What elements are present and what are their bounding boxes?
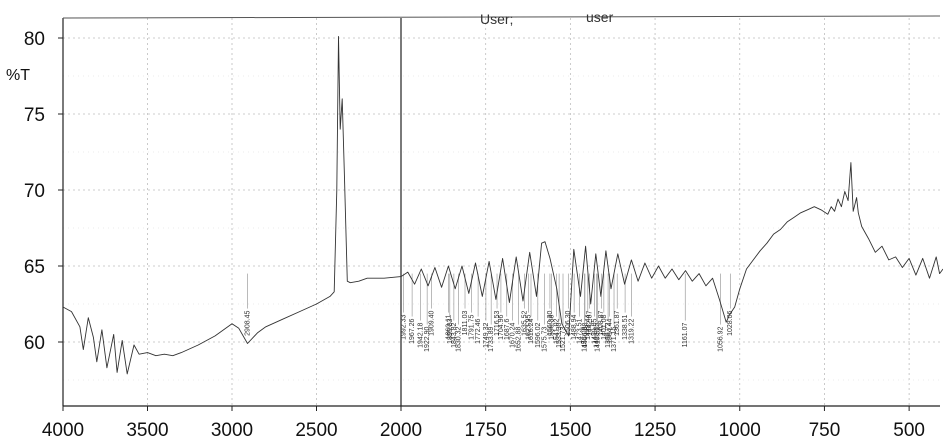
peak-label: 1623.95 bbox=[525, 314, 532, 339]
peak-label: 1456.98 bbox=[582, 322, 589, 347]
peak-label: 1687.6 bbox=[504, 318, 511, 340]
peak-label: 2908.45 bbox=[244, 310, 251, 335]
peak-label: 1791.75 bbox=[469, 314, 476, 339]
user-value: user bbox=[586, 9, 614, 25]
x-tick-label: 750 bbox=[809, 420, 841, 441]
peak-label: 1371.15 bbox=[611, 326, 618, 351]
peak-label: 1419.51 bbox=[595, 326, 602, 351]
peak-label: 1811.03 bbox=[462, 310, 469, 335]
peak-label: 1616.24 bbox=[528, 318, 535, 343]
peak-label: 1338.51 bbox=[622, 314, 629, 339]
peak-label: 1161.07 bbox=[682, 322, 689, 347]
peak-label: 1429.05 bbox=[591, 318, 598, 343]
peak-label: 1830.32 bbox=[455, 326, 462, 351]
peak-label: 1448.44 bbox=[585, 314, 592, 339]
peak-label: 1843.82 bbox=[451, 322, 458, 347]
x-tick-label: 2000 bbox=[380, 420, 422, 441]
y-tick-label: 60 bbox=[24, 333, 45, 354]
peak-label: 1423.05 bbox=[593, 322, 600, 347]
peak-label: 1556.38 bbox=[548, 314, 555, 339]
peak-label: 1521.73 bbox=[560, 326, 567, 351]
peak-label: 1442.87 bbox=[587, 310, 594, 335]
x-tick-label: 1500 bbox=[549, 420, 591, 441]
peak-label: 1028.06 bbox=[727, 310, 734, 335]
y-axis-unit-label: %T bbox=[6, 67, 30, 84]
peak-label: 1749.32 bbox=[483, 322, 490, 347]
y-tick-label: 75 bbox=[24, 105, 45, 126]
peak-label: 1533.30 bbox=[556, 322, 563, 347]
peak-label: 1388.72 bbox=[605, 322, 612, 347]
peak-label: 1992.33 bbox=[401, 314, 408, 339]
peak-label: 1772.46 bbox=[475, 318, 482, 343]
peak-label: 1716.53 bbox=[494, 310, 501, 335]
axis-ticks: 4000 3500 3000 2500 2000 1750 1500 1250 1000 750 5… bbox=[24, 29, 925, 441]
x-tick-label: 3500 bbox=[126, 420, 168, 441]
peak-label: 1596.02 bbox=[535, 322, 542, 347]
x-tick-label: 1000 bbox=[719, 420, 761, 441]
x-tick-label: 3000 bbox=[211, 420, 253, 441]
peak-label: 1056.92 bbox=[717, 326, 724, 351]
x-tick-label: 500 bbox=[893, 420, 925, 441]
peak-label: 1319.22 bbox=[629, 318, 636, 343]
user-label: User; bbox=[480, 11, 513, 27]
peak-label: 1967.26 bbox=[409, 318, 416, 343]
peak-label: 1401.08 bbox=[601, 314, 608, 339]
peak-label: 1704.96 bbox=[498, 314, 505, 339]
plot-frame bbox=[62, 15, 941, 407]
peak-label: 1361.87 bbox=[614, 310, 621, 335]
peak-label: 1488.94 bbox=[571, 314, 578, 339]
y-tick-label: 70 bbox=[24, 181, 45, 202]
peak-label: 1384.44 bbox=[607, 318, 614, 343]
x-tick-label: 1750 bbox=[465, 420, 507, 441]
peak-label: 1635.52 bbox=[521, 310, 528, 335]
x-tick-label: 2500 bbox=[295, 420, 337, 441]
peak-label: 1733.89 bbox=[488, 326, 495, 351]
x-tick-label: 4000 bbox=[42, 420, 84, 441]
grid-lines bbox=[62, 18, 940, 406]
peak-label: 1506.30 bbox=[565, 310, 572, 335]
peak-annotations: 2908.45 1992.33 1967.26 1942.18 1922.901909.… bbox=[244, 273, 734, 352]
top-border-line bbox=[62, 15, 941, 19]
peak-label: 1408.87 bbox=[598, 310, 605, 335]
peak-label: 1909.40 bbox=[429, 310, 436, 335]
peak-label: 1652.88 bbox=[516, 326, 523, 351]
x-tick-label: 1250 bbox=[634, 420, 676, 441]
y-tick-label: 65 bbox=[24, 257, 45, 278]
peak-label: 1922.90 bbox=[424, 326, 431, 351]
peak-label: 1473.51 bbox=[576, 318, 583, 343]
peak-label: 1560.30 bbox=[547, 310, 554, 335]
peak-label: 1942.18 bbox=[418, 322, 425, 347]
peak-label: 1575.73 bbox=[542, 326, 549, 351]
peak-label: 1541.02 bbox=[553, 318, 560, 343]
peak-label: 1670.24 bbox=[510, 322, 517, 347]
spectrum-series bbox=[62, 36, 943, 375]
y-tick-label: 80 bbox=[24, 29, 45, 50]
peak-label: 1855.83 bbox=[447, 318, 454, 343]
peak-label: 1458.08 bbox=[582, 326, 589, 351]
spectrum-line bbox=[62, 36, 943, 375]
peak-label: 1860.11 bbox=[445, 314, 452, 339]
